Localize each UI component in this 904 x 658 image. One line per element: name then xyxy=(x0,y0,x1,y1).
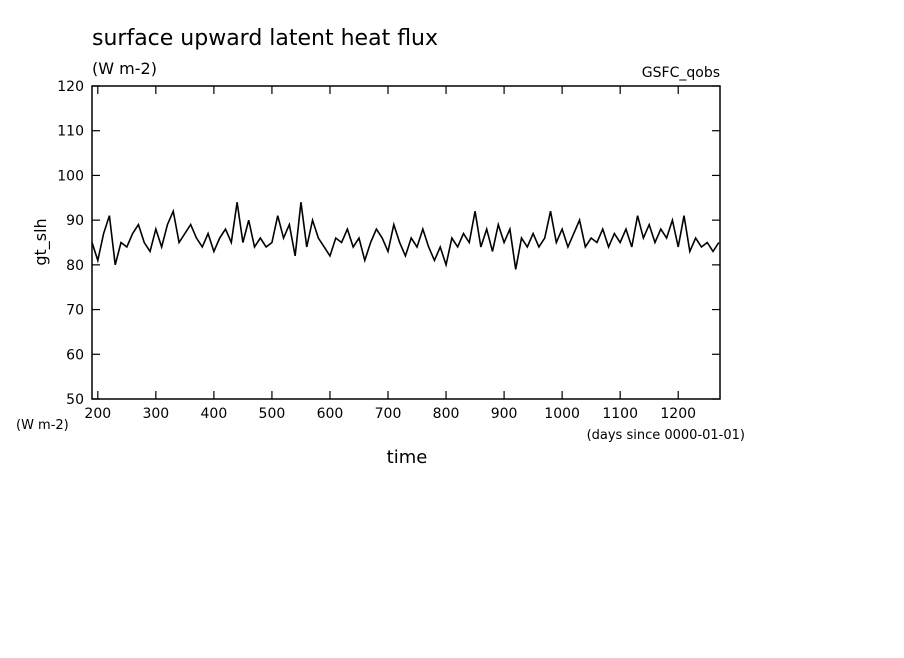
y-axis-unit: (W m-2) xyxy=(16,418,69,433)
data-line xyxy=(91,202,720,270)
x-tick-label: 1000 xyxy=(544,406,580,422)
y-tick-label: 60 xyxy=(66,347,84,363)
plot-frame xyxy=(91,85,721,400)
x-tick-label: 500 xyxy=(259,406,286,422)
x-tick-label: 700 xyxy=(375,406,402,422)
y-tick-label: 120 xyxy=(57,79,84,95)
x-tick-label: 900 xyxy=(491,406,518,422)
chart-subtitle: (W m-2) xyxy=(92,59,157,78)
x-axis-label: time xyxy=(387,447,428,468)
y-tick-label: 70 xyxy=(66,303,84,319)
x-tick-label: 200 xyxy=(84,406,111,422)
x-tick-label: 300 xyxy=(142,406,169,422)
y-tick-label: 110 xyxy=(57,124,84,140)
y-tick-label: 80 xyxy=(66,258,84,274)
x-axis-unit: (days since 0000-01-01) xyxy=(587,428,745,443)
chart-title: surface upward latent heat flux xyxy=(92,26,438,51)
annotation: GSFC_qobs xyxy=(642,65,720,81)
x-tick-label: 600 xyxy=(317,406,344,422)
y-tick-label: 100 xyxy=(57,168,84,184)
x-tick-label: 1200 xyxy=(660,406,696,422)
y-tick-label: 50 xyxy=(66,392,84,408)
x-tick-label: 400 xyxy=(201,406,228,422)
y-axis-label: gt_slh xyxy=(31,218,51,265)
y-tick-label: 90 xyxy=(66,213,84,229)
x-tick-label: 800 xyxy=(433,406,460,422)
x-tick-label: 1100 xyxy=(602,406,638,422)
